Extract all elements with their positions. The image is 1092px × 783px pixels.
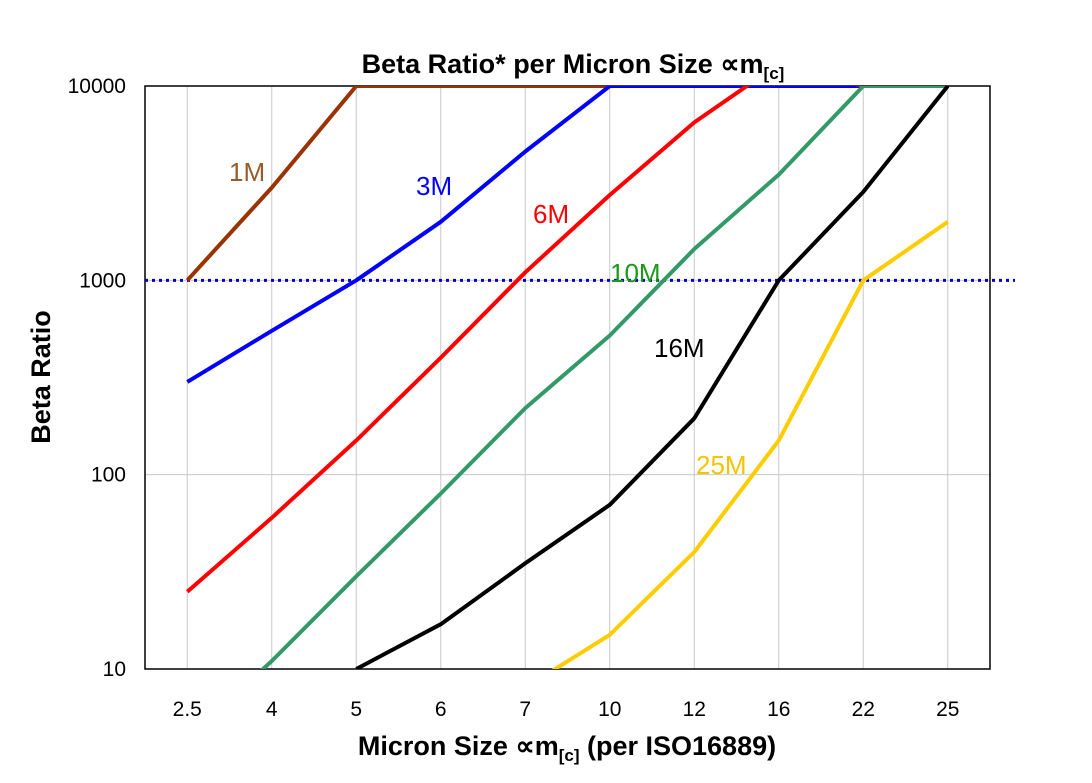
gridlines bbox=[145, 85, 990, 670]
y-tick-label: 100 bbox=[91, 464, 126, 487]
x-tick-label: 4 bbox=[266, 698, 278, 721]
x-tick-label: 5 bbox=[350, 698, 362, 721]
series-label-1M: 1M bbox=[229, 157, 265, 187]
x-tick-labels: 2.5 4 5 6 7 10 12 16 22 25 bbox=[173, 698, 960, 721]
x-axis-label: Micron Size ∝m[c] (per ISO16889) bbox=[358, 731, 776, 765]
chart-title: Beta Ratio* per Micron Size ∝m[c] bbox=[362, 49, 785, 83]
series-label-10M: 10M bbox=[610, 258, 661, 288]
y-tick-label: 1000 bbox=[79, 269, 126, 292]
x-tick-label: 2.5 bbox=[173, 698, 202, 721]
series-label-25M: 25M bbox=[696, 450, 747, 480]
y-axis-label: Beta Ratio bbox=[26, 310, 56, 444]
x-tick-label: 7 bbox=[519, 698, 531, 721]
series-line-10M bbox=[260, 86, 948, 669]
series-labels: 1M 3M 6M 10M 16M 25M bbox=[229, 157, 747, 480]
x-tick-label: 16 bbox=[767, 698, 790, 721]
series-line-3M bbox=[186, 86, 948, 384]
x-tick-label: 12 bbox=[683, 698, 706, 721]
y-tick-labels: 10 100 1000 10000 bbox=[68, 75, 126, 681]
series-lines bbox=[185, 86, 950, 669]
x-tick-label: 25 bbox=[936, 698, 959, 721]
x-tick-label: 6 bbox=[435, 698, 447, 721]
series-line-1M bbox=[185, 86, 948, 282]
y-tick-label: 10 bbox=[103, 658, 126, 681]
series-label-16M: 16M bbox=[654, 333, 705, 363]
series-label-6M: 6M bbox=[533, 199, 569, 229]
x-tick-label: 22 bbox=[852, 698, 875, 721]
series-label-3M: 3M bbox=[416, 171, 452, 201]
series-line-6M bbox=[185, 86, 948, 594]
series-line-25M bbox=[551, 220, 949, 669]
x-tick-label: 10 bbox=[598, 698, 621, 721]
y-tick-label: 10000 bbox=[68, 75, 126, 98]
series-line-16M bbox=[355, 86, 950, 669]
